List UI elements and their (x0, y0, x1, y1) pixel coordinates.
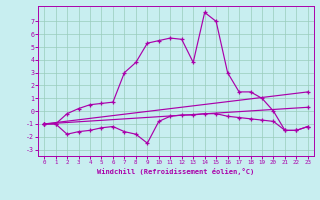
X-axis label: Windchill (Refroidissement éolien,°C): Windchill (Refroidissement éolien,°C) (97, 168, 255, 175)
